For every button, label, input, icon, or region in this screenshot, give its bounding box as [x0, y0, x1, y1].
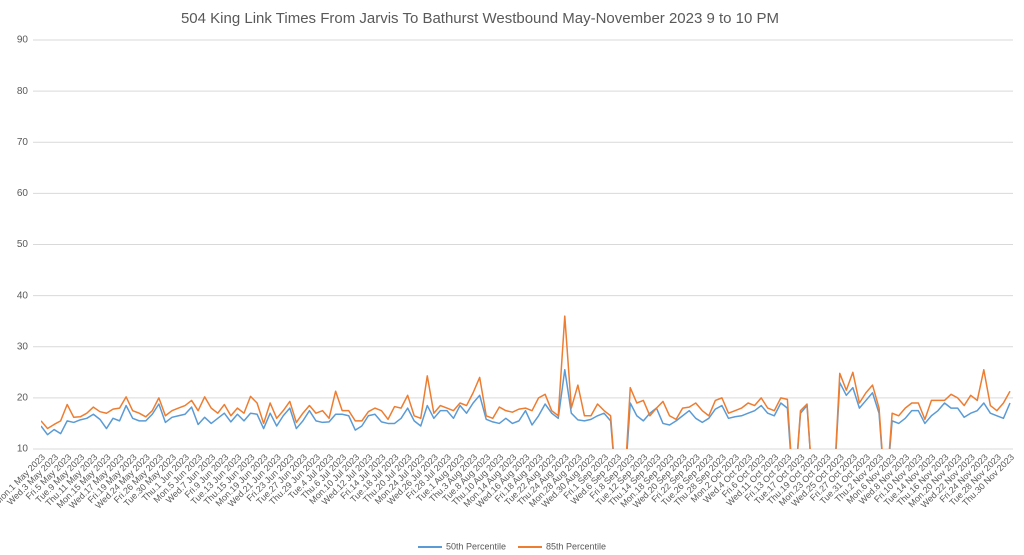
y-tick-label: 80 — [17, 86, 29, 97]
data-line — [41, 315, 1011, 449]
data-line — [41, 369, 1011, 449]
legend-label: 50th Percentile — [446, 541, 506, 551]
chart-title: 504 King Link Times From Jarvis To Bathu… — [181, 10, 779, 27]
y-tick-label: 70 — [17, 137, 29, 148]
plot-area — [41, 315, 1011, 449]
y-tick-label: 60 — [17, 188, 29, 199]
legend: 50th Percentile 85th Percentile — [418, 541, 606, 551]
y-tick-label: 10 — [17, 444, 29, 455]
y-tick-label: 50 — [17, 239, 29, 250]
grid — [33, 39, 1013, 450]
y-tick-label: 30 — [17, 341, 29, 352]
y-tick-label: 40 — [17, 290, 29, 301]
legend-label: 85th Percentile — [546, 541, 606, 551]
y-tick-label: 90 — [17, 35, 29, 46]
y-tick-label: 20 — [17, 393, 29, 404]
